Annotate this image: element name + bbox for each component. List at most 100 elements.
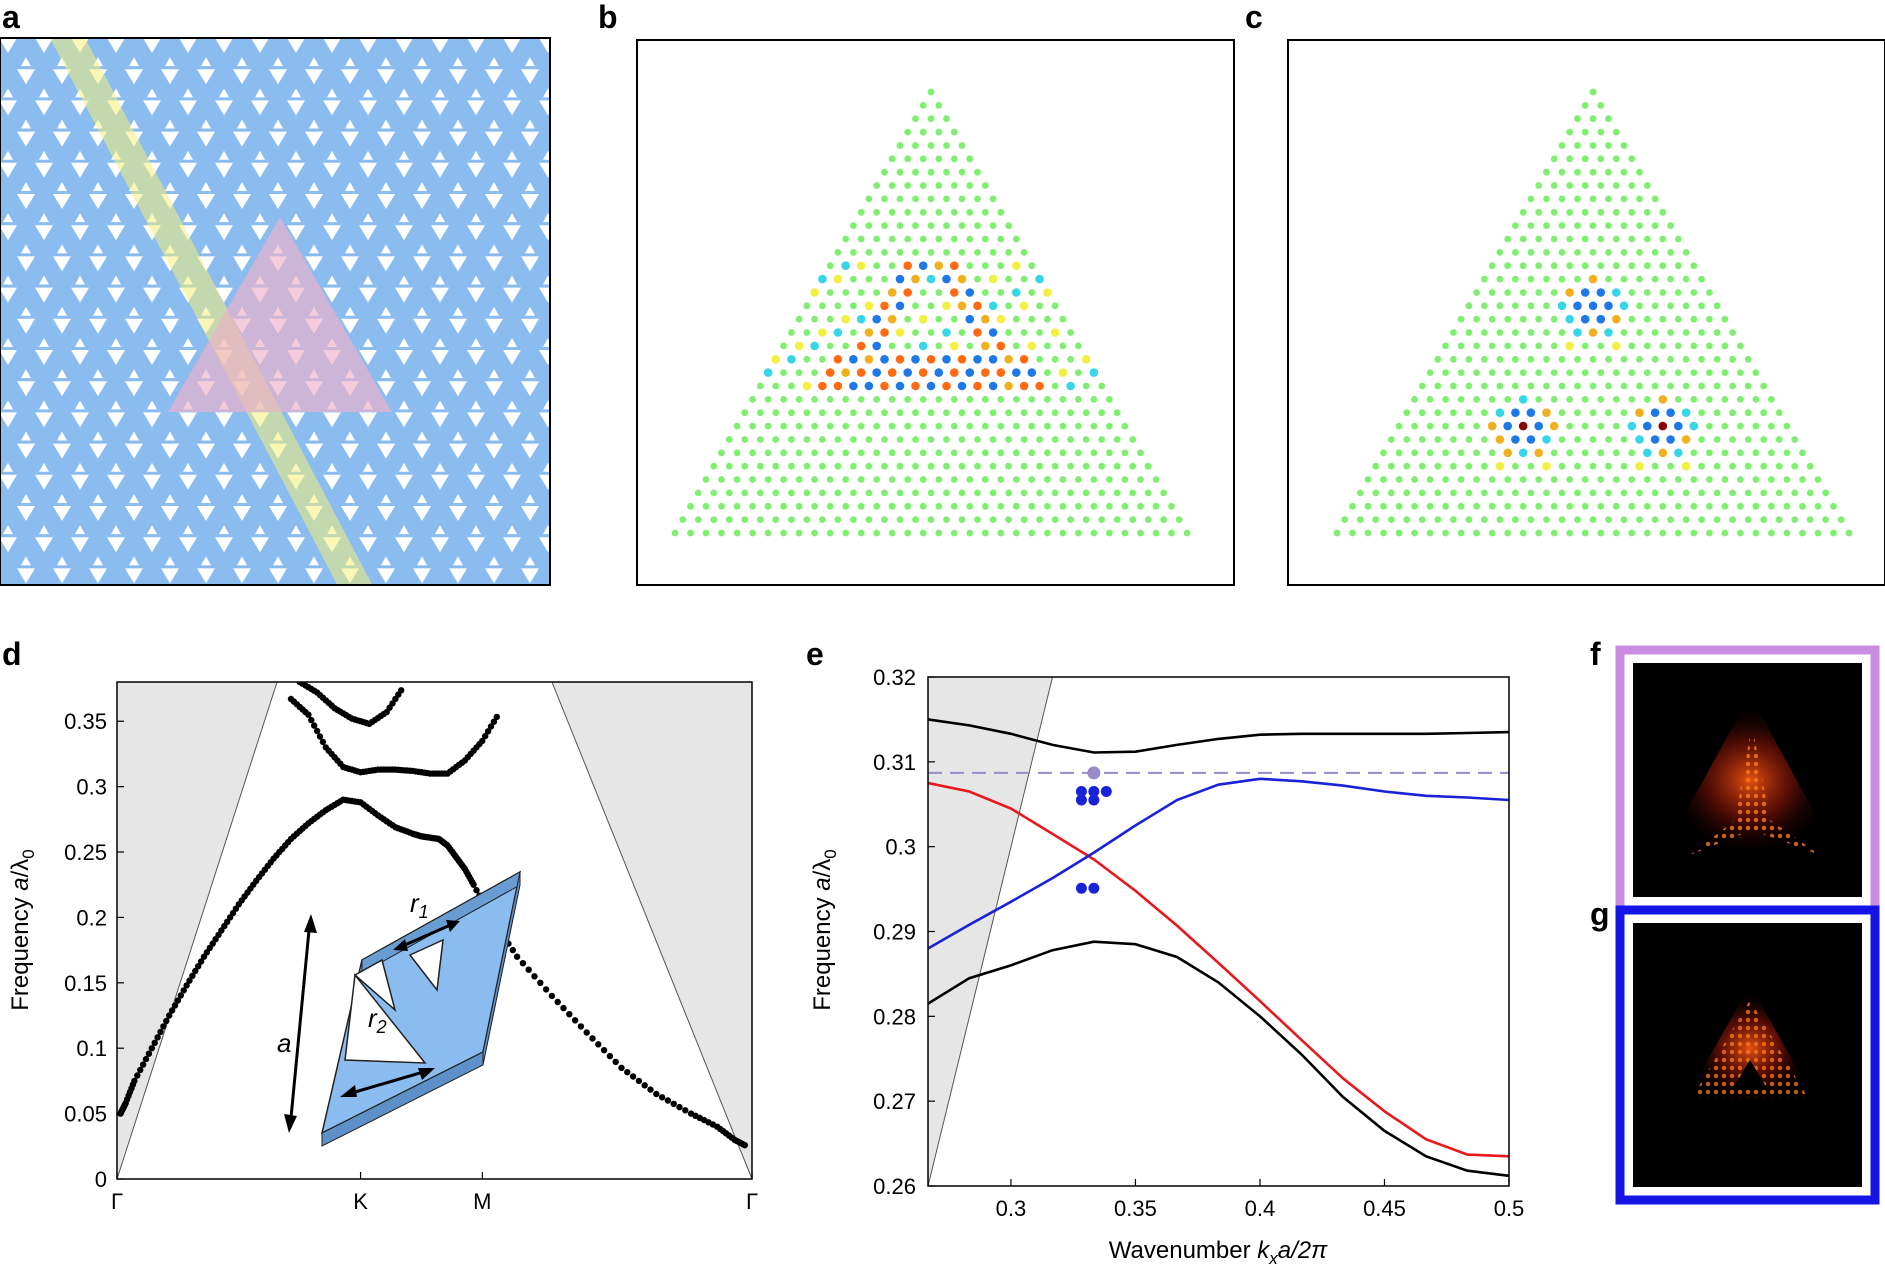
lattice-dot [1612,369,1620,376]
band-dot [571,1017,579,1024]
lattice-dot [1830,502,1837,510]
lattice-dot [1418,382,1426,390]
lattice-dot [1574,355,1581,363]
lattice-dot [981,368,990,377]
large-hole [161,568,179,584]
band-dot [157,1028,164,1036]
lattice-dot [997,422,1005,430]
lattice-dot [1799,449,1806,457]
lattice-dot [1589,462,1597,470]
lattice-dot [927,516,935,523]
lattice-dot [943,115,950,123]
lattice-dot [919,396,927,403]
lattice-dot [1036,302,1043,310]
lattice-dot [1597,529,1605,537]
small-hole [363,275,373,285]
lattice-dot [1588,274,1598,284]
lattice-dot [842,422,850,430]
lattice-dot [1667,382,1674,390]
x-tick-label: 0.5 [1494,1196,1525,1221]
lattice-dot [935,476,943,483]
lattice-dot [733,529,741,537]
band-dot [531,973,538,980]
small-hole [201,57,211,67]
lattice-dot [896,222,904,230]
large-hole [521,506,539,521]
band-dot [134,1072,141,1079]
band-dot [192,967,199,975]
lattice-dot [819,462,826,470]
large-hole [503,287,521,303]
band-dot [647,1086,654,1093]
lattice-dot [1667,302,1674,310]
lattice-dot [1597,476,1605,483]
lattice-dot [1597,182,1605,189]
small-hole [57,556,67,566]
lattice-dot [888,502,896,510]
lattice-dot [1550,289,1558,296]
large-hole [53,568,71,584]
lattice-dot [1651,302,1659,310]
lattice-dot [1113,462,1121,470]
large-hole [0,162,17,178]
small-hole [525,431,535,441]
lattice-dot [857,422,865,430]
lattice-dot [842,449,850,457]
lattice-dot [1744,516,1752,523]
lattice-dot [1067,329,1074,336]
band-dot [653,1090,660,1098]
lattice-dot [841,261,850,271]
lattice-dot [1059,396,1067,403]
lattice-dot [795,369,803,376]
lattice-dot [850,275,857,283]
panel-g-center-hole [1732,1060,1768,1090]
large-hole [557,506,575,521]
lattice-dot [1643,342,1651,350]
large-hole [431,225,449,241]
large-hole [449,568,467,584]
lattice-dot [895,355,905,364]
lattice-dot [966,155,974,163]
lattice-dot [904,155,912,163]
small-hole [291,213,301,223]
lattice-dot [1706,476,1713,483]
lattice-dot [1612,422,1620,430]
panel-c-field-map [1287,39,1885,586]
lattice-dot [1020,329,1028,336]
lattice-dot [857,289,865,296]
lattice-dot [1519,289,1527,296]
small-hole [93,369,103,379]
lattice-dot [1542,435,1551,444]
lattice-dot [1012,449,1020,457]
lattice-dot [780,369,787,376]
lattice-dot [780,476,787,483]
small-hole [615,276,625,285]
lattice-dot [1775,516,1783,523]
lattice-dot [965,314,975,324]
lattice-dot [919,449,927,457]
large-hole [521,256,539,272]
lattice-dot [1713,436,1721,443]
lattice-dot [1566,449,1574,457]
lattice-dot [1768,476,1775,483]
large-hole [431,474,449,490]
lattice-dot [1713,382,1721,390]
lattice-dot [1481,516,1488,523]
lattice-dot [1442,422,1449,430]
large-hole [161,69,179,85]
large-hole [467,38,485,53]
lattice-dot [795,396,803,403]
large-hole [287,100,305,116]
lattice-dot [1012,342,1020,350]
lattice-dot [780,502,787,510]
lattice-dot [1643,235,1651,243]
y-tick-label: 0.27 [873,1089,916,1114]
lattice-dot [1651,462,1659,470]
lattice-dot [1760,409,1768,417]
lattice-dot [1597,128,1605,136]
small-hole [417,181,427,191]
small-hole [327,88,337,98]
lattice-dot [1674,262,1682,270]
lattice-dot [896,142,904,149]
